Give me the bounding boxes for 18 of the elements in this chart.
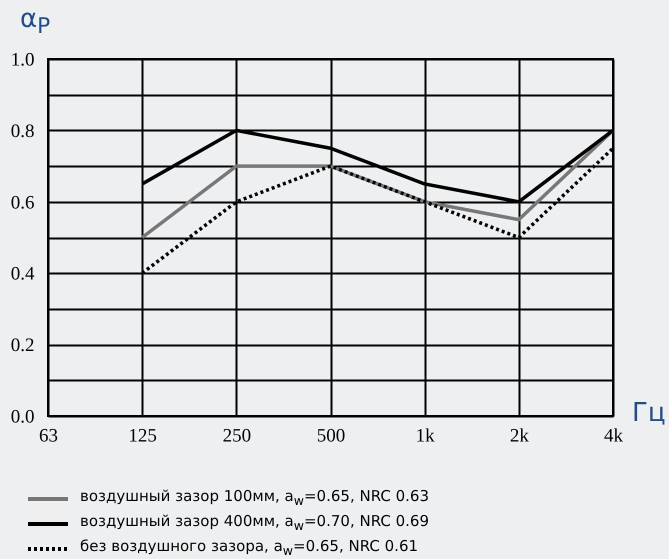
y-tick-label: 0.8	[10, 120, 34, 142]
y-tick-label: 0.6	[10, 192, 34, 214]
x-tick-label: 4k	[604, 426, 624, 446]
x-tick-label: 500	[316, 426, 346, 446]
y-tick-label: 0.0	[10, 406, 34, 428]
x-tick-label: 125	[128, 426, 157, 446]
y-tick-label: 0.4	[10, 264, 35, 285]
x-tick-label: 2k	[510, 426, 530, 446]
legend-label: воздушный зазор 100мм, a$_{w}$=0.65, NRC 0.63	[80, 486, 430, 510]
legend-label: без воздушного зазора, a$_{w}$=0.65, NRC 0.61	[80, 536, 418, 559]
y-tick-label: 1.0	[10, 50, 34, 70]
x-tick-label: 63	[39, 426, 58, 446]
x-tick-label: 1k	[416, 426, 436, 446]
x-tick-label: 250	[222, 426, 252, 446]
y-axis-title: α$_{P}$	[20, 4, 50, 40]
x-axis-title: Гц	[632, 398, 666, 428]
y-tick-label: 0.2	[10, 335, 34, 356]
legend-label: воздушный зазор 400мм, a$_{w}$=0.70, NRC 0.69	[80, 511, 430, 535]
